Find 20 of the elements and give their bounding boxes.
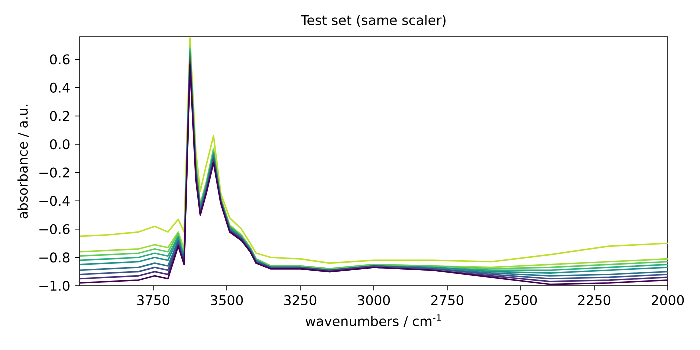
y-axis-title: absorbance / a.u. <box>18 104 30 219</box>
y-tick-label: −1.0 <box>40 280 70 292</box>
x-axis-title: wavenumbers / cm$^{-1}$ <box>306 314 442 328</box>
x-tick-label: 2500 <box>505 295 538 306</box>
y-tick-label: −0.2 <box>40 168 70 178</box>
y-tick-label: −0.6 <box>40 224 70 234</box>
y-tick-label: 0.2 <box>50 111 70 122</box>
x-tick-label: 3000 <box>358 295 390 306</box>
y-tick-label: −0.8 <box>40 252 70 263</box>
y-tick-label: 0.0 <box>50 139 70 150</box>
chart-title: Test set (same scaler) <box>301 15 446 27</box>
y-tick-label: 0.4 <box>50 82 70 93</box>
x-tick-label: 3500 <box>211 295 244 306</box>
x-tick-label: 3750 <box>138 295 170 306</box>
x-tick-label: 3250 <box>284 295 317 306</box>
y-tick-label: −0.4 <box>40 196 70 206</box>
x-tick-label: 2250 <box>578 295 611 306</box>
y-tick-label: 0.6 <box>50 54 70 65</box>
x-tick-label: 2000 <box>652 295 684 306</box>
x-tick-label: 2750 <box>432 295 464 306</box>
